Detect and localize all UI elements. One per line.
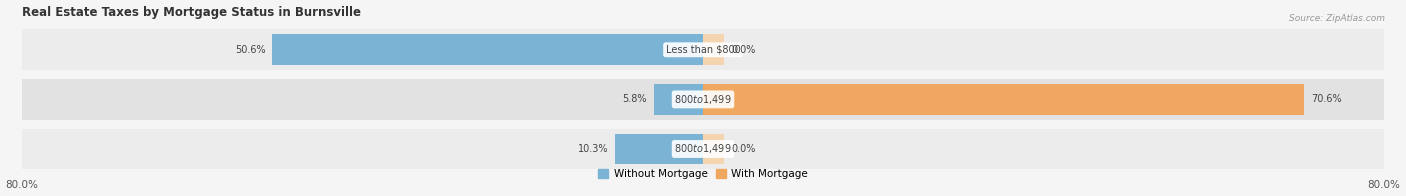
Bar — [273, 34, 703, 65]
Text: Real Estate Taxes by Mortgage Status in Burnsville: Real Estate Taxes by Mortgage Status in … — [22, 5, 361, 19]
Text: 0.0%: 0.0% — [731, 45, 755, 55]
Text: $800 to $1,499: $800 to $1,499 — [675, 142, 731, 155]
Text: 70.6%: 70.6% — [1310, 94, 1341, 104]
Bar — [703, 84, 1303, 115]
Text: 10.3%: 10.3% — [578, 144, 609, 154]
Text: 5.8%: 5.8% — [623, 94, 647, 104]
Bar — [22, 29, 1384, 70]
Text: Source: ZipAtlas.com: Source: ZipAtlas.com — [1289, 14, 1385, 23]
Text: 50.6%: 50.6% — [235, 45, 266, 55]
Bar — [22, 129, 1384, 169]
Bar — [703, 134, 724, 164]
Bar — [616, 134, 703, 164]
Text: $800 to $1,499: $800 to $1,499 — [675, 93, 731, 106]
Bar — [654, 84, 703, 115]
Legend: Without Mortgage, With Mortgage: Without Mortgage, With Mortgage — [593, 165, 813, 183]
Bar — [703, 34, 724, 65]
Text: Less than $800: Less than $800 — [665, 45, 741, 55]
Bar — [22, 79, 1384, 120]
Text: 0.0%: 0.0% — [731, 144, 755, 154]
